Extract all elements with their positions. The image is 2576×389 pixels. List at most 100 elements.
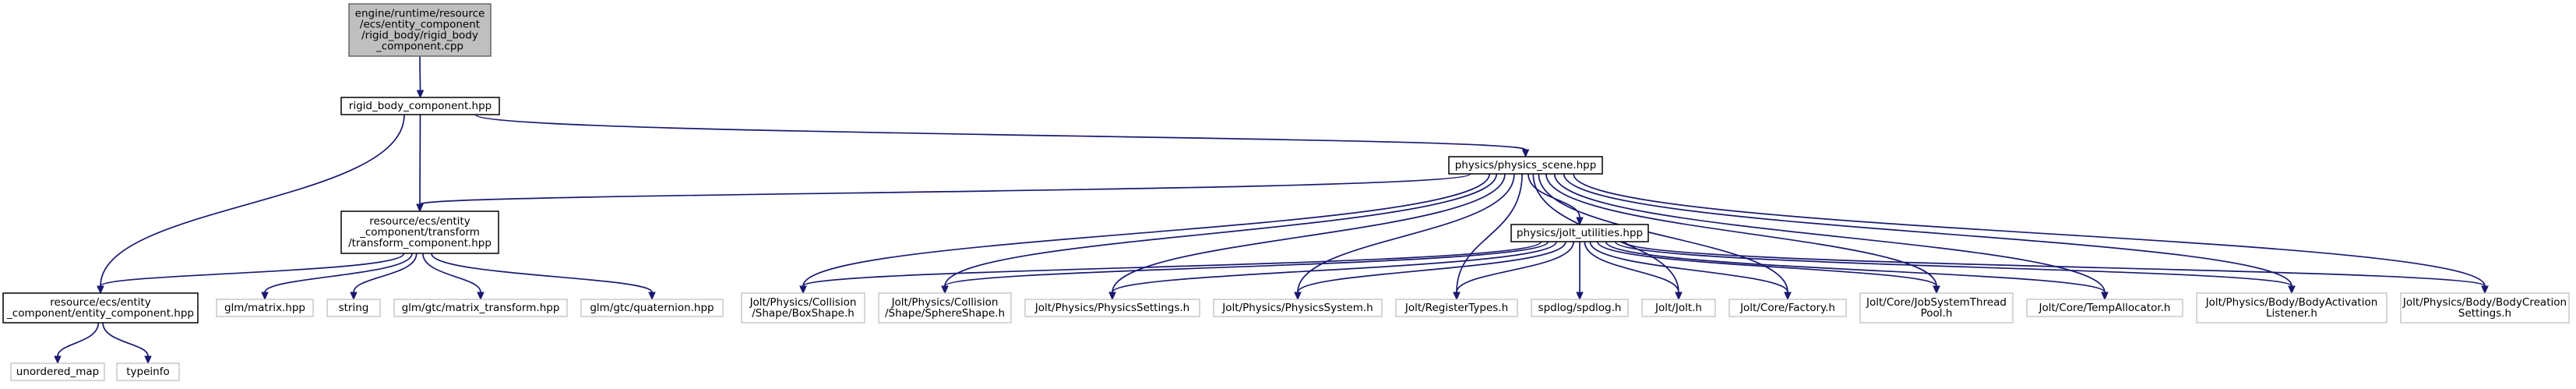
node-label-line: _component/transform: [359, 226, 480, 239]
node-label-line: Jolt/Physics/Body/BodyCreation: [2402, 296, 2567, 309]
nodes-layer: engine/runtime/resource/ecs/entity_compo…: [2, 3, 2570, 381]
node-factory: Jolt/Core/Factory.h: [1728, 299, 1847, 317]
edge-ecs-to-typeinfo: [102, 322, 152, 365]
node-box: [1531, 299, 1629, 317]
node-string: string: [326, 299, 381, 317]
edge-ju-to-jobsys: [1597, 241, 1940, 295]
node-box: [1395, 299, 1518, 317]
node-umap: unordered_map: [10, 362, 105, 381]
node-label-line: _component.cpp: [375, 41, 463, 53]
node-root[interactable]: engine/runtime/resource/ecs/entity_compo…: [348, 3, 492, 57]
node-physsystem: Jolt/Physics/PhysicsSystem.h: [1213, 299, 1383, 317]
node-label-line: Jolt/Core/JobSystemThread: [1866, 296, 2007, 309]
edge-ju-to-tempalloc: [1605, 241, 2109, 301]
edge-ju-to-jolt: [1584, 241, 1683, 301]
node-label-line: glm/matrix.hpp: [224, 302, 305, 314]
node-glmmt: glm/gtc/matrix_transform.hpp: [393, 299, 568, 317]
node-bodyact: Jolt/Physics/Body/BodyActivationListener…: [2196, 292, 2387, 324]
node-typeinfo: typeinfo: [116, 362, 180, 381]
node-label-line: rigid_body_component.hpp: [349, 100, 492, 112]
node-physsettings: Jolt/Physics/PhysicsSettings.h: [1024, 299, 1200, 317]
node-label-line: glm/gtc/matrix_transform.hpp: [402, 302, 560, 314]
edge-ju-to-sphereshape: [941, 241, 1549, 295]
node-glmq: glm/gtc/quaternion.hpp: [580, 299, 724, 317]
node-label-line: resource/ecs/entity: [369, 215, 470, 228]
node-box: [2, 292, 199, 324]
edge-ju-to-spdlog: [1576, 241, 1584, 301]
node-label-line: Jolt/Physics/PhysicsSystem.h: [1221, 302, 1373, 314]
edge-rbc-to-ps: [474, 114, 1530, 158]
edge-ecs-to-umap: [54, 322, 100, 365]
node-box: [1641, 299, 1716, 317]
edge-ju-to-factory: [1589, 241, 1792, 301]
node-label-line: Jolt/Core/Factory.h: [1739, 302, 1835, 314]
node-ps[interactable]: physics/physics_scene.hpp: [1448, 156, 1603, 175]
node-box: [326, 299, 381, 317]
node-label-line: Jolt/Jolt.h: [1654, 302, 1702, 314]
node-label-line: typeinfo: [126, 366, 169, 378]
node-label-line: Jolt/Physics/PhysicsSettings.h: [1034, 302, 1189, 314]
node-spdlog: spdlog/spdlog.h: [1531, 299, 1629, 317]
node-box: [1859, 292, 2014, 324]
node-jolt: Jolt/Jolt.h: [1641, 299, 1716, 317]
node-label-line: _component/entity_component.hpp: [6, 307, 194, 320]
node-label-line: Listener.h: [2266, 307, 2317, 320]
edge-tc-to-glmmatrix: [261, 253, 413, 301]
edge-ju-to-physsettings: [1108, 241, 1557, 301]
node-label-line: spdlog/spdlog.h: [1538, 302, 1622, 314]
node-label-line: string: [339, 302, 369, 314]
edge-root-to-rbc: [416, 55, 425, 99]
node-box: [2400, 292, 2570, 324]
node-regtypes: Jolt/RegisterTypes.h: [1395, 299, 1518, 317]
node-glmmatrix: glm/matrix.hpp: [216, 299, 314, 317]
node-box: [1213, 299, 1383, 317]
node-label-line: /rigid_body/rigid_body: [361, 30, 478, 42]
node-label-line: Jolt/Physics/Body/BodyActivation: [2205, 296, 2378, 309]
node-rbc[interactable]: rigid_body_component.hpp: [340, 97, 500, 115]
node-box: [340, 97, 500, 115]
node-box: [348, 3, 492, 57]
node-sphereshape: Jolt/Physics/Collision/Shape/SphereShape…: [878, 292, 1012, 324]
node-box: [580, 299, 724, 317]
edge-rbc-to-ecs: [97, 114, 405, 295]
node-box: [1448, 156, 1603, 175]
edge-ju-to-physsystem: [1294, 241, 1566, 301]
edge-ju-to-bodyact: [1614, 241, 2296, 295]
node-tc[interactable]: resource/ecs/entity_component/transform/…: [340, 210, 499, 254]
node-label-line: Jolt/Physics/Collision: [749, 296, 857, 309]
node-label-line: Jolt/Core/TempAllocator.h: [2038, 302, 2170, 314]
node-label-line: Jolt/Physics/Collision: [891, 296, 999, 309]
node-box: [216, 299, 314, 317]
edge-ju-to-regtypes: [1453, 241, 1574, 301]
node-label-line: resource/ecs/entity: [50, 296, 150, 309]
node-label-line: physics/jolt_utilities.hpp: [1517, 227, 1643, 239]
node-label-line: glm/gtc/quaternion.hpp: [590, 302, 714, 314]
node-label-line: Settings.h: [2458, 307, 2511, 320]
node-label-line: /ecs/entity_component: [360, 19, 480, 31]
node-box: [741, 292, 865, 324]
node-box: [2196, 292, 2387, 324]
node-box: [1728, 299, 1847, 317]
node-box: [1024, 299, 1200, 317]
edge-rbc-to-tc: [416, 114, 424, 213]
node-box: [116, 362, 180, 381]
node-label-line: engine/runtime/resource: [355, 8, 485, 20]
node-tempalloc: Jolt/Core/TempAllocator.h: [2026, 299, 2183, 317]
node-label-line: /transform_component.hpp: [348, 237, 492, 249]
edge-tc-to-glmq: [431, 253, 656, 301]
edge-ps-to-tc: [416, 173, 1471, 213]
edge-tc-to-string: [350, 253, 418, 301]
node-box: [2026, 299, 2183, 317]
node-ecs[interactable]: resource/ecs/entity_component/entity_com…: [2, 292, 199, 324]
node-label-line: /Shape/BoxShape.h: [752, 307, 855, 320]
node-box: [1510, 224, 1649, 242]
node-box: [10, 362, 105, 381]
node-box: [340, 210, 499, 254]
node-label-line: Pool.h: [1921, 307, 1953, 320]
edge-tc-to-glmmt: [422, 253, 485, 301]
edge-ju-to-bodycreate: [1624, 241, 2489, 295]
node-ju[interactable]: physics/jolt_utilities.hpp: [1510, 224, 1649, 242]
node-label-line: /Shape/SphereShape.h: [885, 307, 1005, 320]
